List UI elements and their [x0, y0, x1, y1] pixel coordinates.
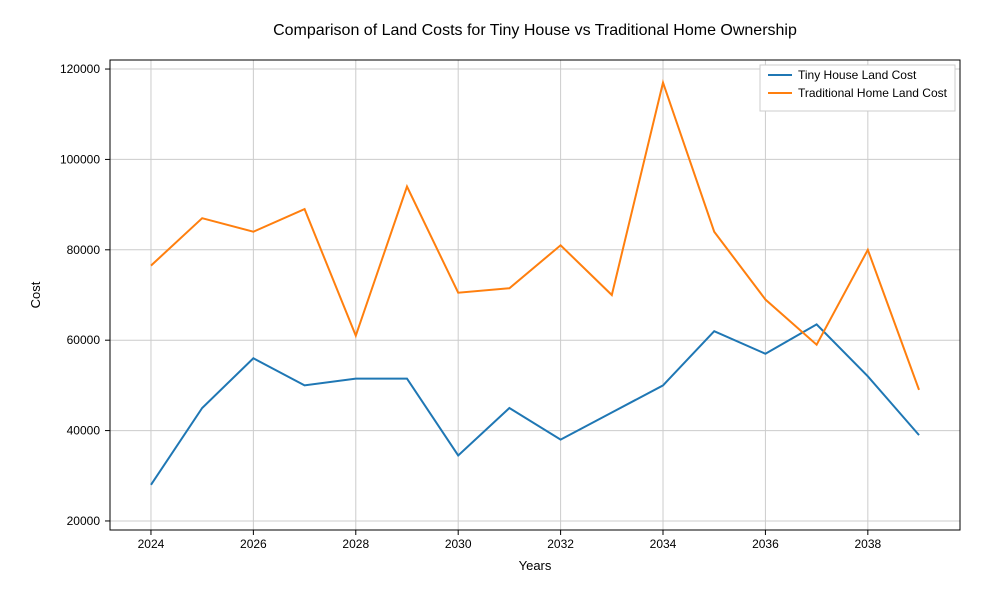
- x-tick-label: 2038: [854, 537, 881, 551]
- chart-container: 2024 2026 2028 2030 2032 2034 2036 2038 20000 400…: [0, 0, 1000, 600]
- y-axis-label: Cost: [28, 281, 43, 308]
- y-tick-label: 20000: [67, 514, 101, 528]
- legend-label-0: Tiny House Land Cost: [798, 68, 917, 82]
- series-line-1: [151, 83, 919, 390]
- line-chart: 2024 2026 2028 2030 2032 2034 2036 2038 20000 400…: [0, 0, 1000, 600]
- x-tick-label: 2036: [752, 537, 779, 551]
- x-tick-label: 2028: [342, 537, 369, 551]
- x-axis-label: Years: [519, 558, 552, 573]
- chart-title: Comparison of Land Costs for Tiny House …: [273, 22, 797, 39]
- x-tick-label: 2032: [547, 537, 574, 551]
- legend-label-1: Traditional Home Land Cost: [798, 86, 948, 100]
- x-tick-label: 2030: [445, 537, 472, 551]
- y-tick-label: 80000: [67, 243, 101, 257]
- y-tick-label: 40000: [67, 424, 101, 438]
- series-line-0: [151, 324, 919, 484]
- x-tick-label: 2034: [650, 537, 677, 551]
- x-tick-label: 2026: [240, 537, 267, 551]
- plot-border: [110, 60, 960, 530]
- y-tick-label: 120000: [60, 62, 100, 76]
- y-tick-label: 100000: [60, 152, 100, 166]
- x-tick-label: 2024: [138, 537, 165, 551]
- y-tick-label: 60000: [67, 333, 101, 347]
